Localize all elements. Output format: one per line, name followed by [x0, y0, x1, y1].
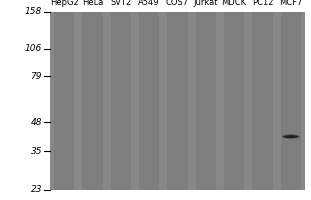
Text: COS7: COS7	[166, 0, 189, 7]
Text: MCF7: MCF7	[279, 0, 303, 7]
Text: PC12: PC12	[252, 0, 273, 7]
Text: 106: 106	[25, 44, 42, 53]
Text: 35: 35	[30, 147, 42, 156]
Bar	[167, 12, 188, 190]
Bar	[50, 12, 305, 190]
Text: SVT2: SVT2	[110, 0, 132, 7]
Text: 158: 158	[25, 7, 42, 17]
Text: HeLa: HeLa	[82, 0, 103, 7]
Bar	[139, 12, 159, 190]
Bar	[305, 0, 311, 200]
Bar	[111, 12, 131, 190]
Text: HepG2: HepG2	[50, 0, 79, 7]
Ellipse shape	[282, 134, 300, 139]
Text: A549: A549	[138, 0, 160, 7]
Text: 23: 23	[30, 186, 42, 194]
Bar	[196, 12, 216, 190]
Bar	[0, 0, 50, 200]
Bar	[281, 12, 301, 190]
Text: 48: 48	[30, 118, 42, 127]
Bar	[224, 12, 244, 190]
Bar	[252, 12, 273, 190]
Text: MDCK: MDCK	[222, 0, 247, 7]
Bar	[54, 12, 74, 190]
Text: 79: 79	[30, 72, 42, 81]
Ellipse shape	[283, 135, 299, 138]
Bar	[82, 12, 103, 190]
Text: Jurkat: Jurkat	[193, 0, 218, 7]
